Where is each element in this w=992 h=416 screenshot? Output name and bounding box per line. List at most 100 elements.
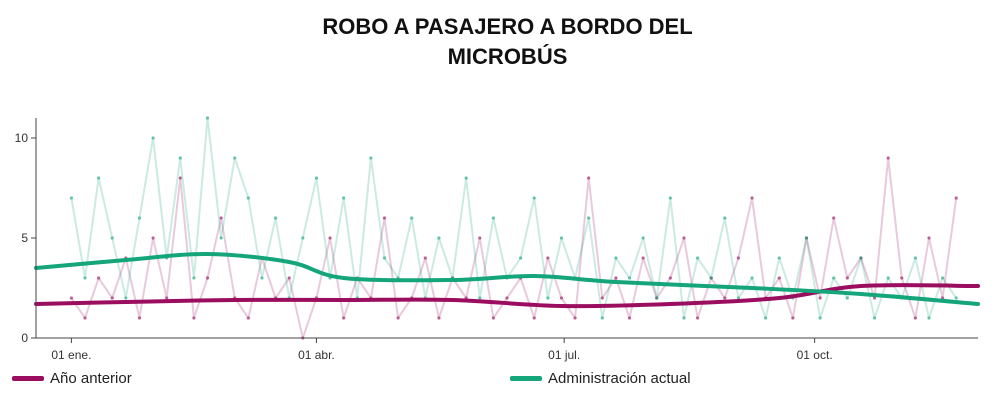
data-point-series-1-22 bbox=[369, 156, 373, 160]
data-point-series-0-50 bbox=[750, 196, 754, 200]
data-point-series-0-23 bbox=[382, 216, 387, 220]
data-point-series-0-16 bbox=[287, 276, 291, 280]
data-point-series-1-6 bbox=[151, 136, 155, 140]
data-point-series-0-34 bbox=[532, 316, 536, 320]
data-point-series-0-62 bbox=[913, 316, 917, 320]
data-point-series-0-40 bbox=[614, 276, 618, 280]
data-point-series-1-11 bbox=[219, 236, 223, 240]
data-point-series-1-48 bbox=[723, 216, 727, 220]
data-point-series-0-7 bbox=[165, 296, 169, 300]
raw-line-series-1 bbox=[70, 117, 958, 319]
data-point-series-1-8 bbox=[178, 156, 182, 160]
data-point-series-1-10 bbox=[205, 116, 210, 120]
trend-line-series-0 bbox=[34, 283, 980, 309]
data-point-series-1-39 bbox=[600, 316, 604, 320]
data-point-series-1-20 bbox=[342, 196, 346, 200]
data-point-series-0-36 bbox=[559, 296, 564, 300]
data-point-series-1-15 bbox=[273, 216, 278, 220]
data-point-series-0-19 bbox=[328, 236, 332, 240]
data-point-series-1-49 bbox=[736, 296, 741, 300]
trend-line-series-1 bbox=[34, 251, 980, 306]
data-point-series-1-52 bbox=[777, 256, 781, 260]
data-point-series-0-45 bbox=[682, 236, 686, 240]
x-tick-label-1: 01 abr. bbox=[298, 348, 335, 362]
data-point-series-1-46 bbox=[695, 256, 700, 260]
data-point-series-0-31 bbox=[491, 316, 495, 320]
data-point-series-0-2 bbox=[97, 276, 101, 280]
data-point-series-0-60 bbox=[886, 156, 890, 160]
legend-item-previous-year[interactable]: Año anterior bbox=[12, 366, 132, 390]
data-point-series-1-23 bbox=[382, 256, 387, 260]
data-point-series-0-27 bbox=[437, 316, 441, 320]
data-point-series-1-41 bbox=[627, 276, 632, 280]
legend-item-current-administration[interactable]: Administración actual bbox=[510, 366, 691, 390]
trend-series-layer bbox=[34, 251, 980, 309]
data-point-series-1-14 bbox=[260, 276, 264, 280]
chart-title: ROBO A PASAJERO A BORDO DEL MICROBÚS bbox=[0, 12, 992, 72]
legend-label-current-administration: Administración actual bbox=[548, 369, 691, 387]
data-point-series-0-42 bbox=[641, 256, 645, 260]
data-point-series-1-42 bbox=[641, 236, 645, 240]
data-point-series-0-1 bbox=[83, 316, 87, 320]
data-point-series-1-12 bbox=[233, 156, 237, 160]
y-tick-label-2: 10 bbox=[15, 131, 29, 145]
data-point-series-1-65 bbox=[954, 296, 958, 300]
data-point-series-1-58 bbox=[859, 256, 863, 260]
data-point-series-1-30 bbox=[478, 296, 482, 300]
data-point-series-0-3 bbox=[110, 296, 114, 300]
legend-swatch-previous-year bbox=[12, 375, 44, 381]
data-point-series-0-5 bbox=[137, 316, 142, 320]
data-point-series-0-11 bbox=[219, 216, 223, 220]
legend-swatch-current-administration bbox=[510, 375, 542, 381]
data-point-series-1-18 bbox=[314, 176, 319, 180]
data-point-series-1-63 bbox=[927, 316, 931, 320]
data-point-series-1-27 bbox=[437, 236, 441, 240]
data-point-series-1-54 bbox=[804, 236, 809, 240]
raw-series-layer bbox=[69, 116, 958, 340]
data-point-series-0-0 bbox=[69, 296, 73, 300]
data-point-series-0-49 bbox=[736, 256, 741, 260]
y-tick-label-0: 0 bbox=[21, 331, 28, 345]
data-point-series-0-56 bbox=[832, 216, 836, 220]
data-point-series-1-29 bbox=[464, 176, 468, 180]
raw-line-series-0 bbox=[70, 157, 958, 339]
data-point-series-1-43 bbox=[655, 296, 659, 300]
data-point-series-0-9 bbox=[192, 316, 196, 320]
data-point-series-1-51 bbox=[764, 316, 768, 320]
data-point-series-1-34 bbox=[532, 196, 536, 200]
data-point-series-0-20 bbox=[342, 316, 346, 320]
data-point-series-0-37 bbox=[573, 316, 577, 320]
data-point-series-0-57 bbox=[845, 276, 849, 280]
data-point-series-0-63 bbox=[927, 236, 931, 240]
data-point-series-1-38 bbox=[587, 216, 591, 220]
y-tick-label-1: 5 bbox=[21, 231, 28, 245]
legend-label-previous-year: Año anterior bbox=[50, 369, 132, 387]
data-point-series-1-40 bbox=[614, 256, 618, 260]
data-point-series-0-8 bbox=[178, 176, 182, 180]
data-point-series-1-35 bbox=[546, 296, 550, 300]
data-point-series-1-5 bbox=[137, 216, 142, 220]
chart-title-line-1: ROBO A PASAJERO A BORDO DEL bbox=[322, 14, 693, 39]
data-point-series-0-65 bbox=[954, 196, 958, 200]
data-point-series-1-13 bbox=[246, 196, 250, 200]
data-point-series-0-48 bbox=[723, 296, 727, 300]
data-point-series-0-41 bbox=[627, 316, 632, 320]
data-point-series-1-4 bbox=[124, 296, 128, 300]
data-point-series-1-3 bbox=[110, 236, 114, 240]
data-point-series-1-9 bbox=[192, 276, 196, 280]
x-tick-label-0: 01 ene. bbox=[51, 348, 91, 362]
data-point-series-0-6 bbox=[151, 236, 155, 240]
data-point-series-0-52 bbox=[777, 276, 781, 280]
data-point-series-1-44 bbox=[668, 196, 672, 200]
axes: 0 5 10 01 ene. 01 abr. 01 jul. 01 oct. bbox=[15, 118, 978, 362]
data-point-series-1-60 bbox=[886, 276, 890, 280]
data-point-series-1-45 bbox=[682, 316, 686, 320]
data-point-series-1-59 bbox=[872, 316, 877, 320]
data-point-series-0-32 bbox=[505, 296, 509, 300]
data-point-series-1-56 bbox=[832, 276, 836, 280]
data-point-series-1-64 bbox=[941, 276, 945, 280]
data-point-series-1-1 bbox=[83, 276, 87, 280]
data-point-series-1-62 bbox=[913, 256, 917, 260]
data-point-series-1-47 bbox=[709, 276, 713, 280]
